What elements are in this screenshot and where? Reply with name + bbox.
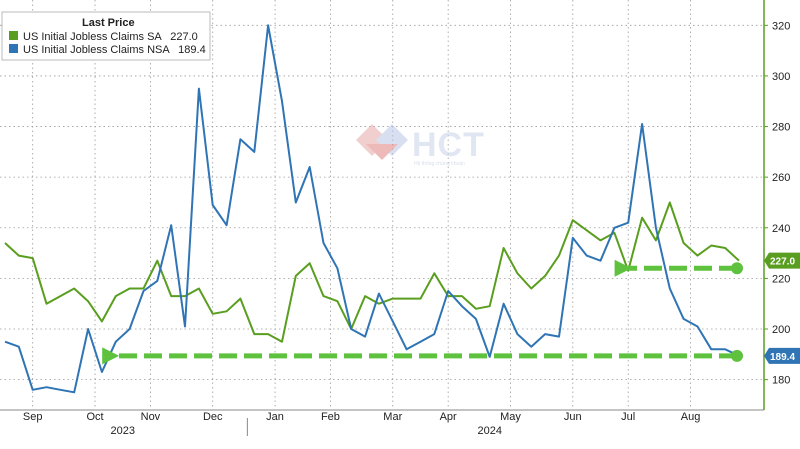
x-year-label-0: 2023: [110, 425, 134, 437]
legend-label-nsa: US Initial Jobless Claims NSA 189.4: [23, 44, 206, 56]
x-tick-label-1: Oct: [86, 411, 103, 423]
x-year-label-1: 2024: [477, 425, 501, 437]
annotation-dot-1: [731, 349, 743, 362]
series-layer: [4, 24, 740, 394]
y-tick-label-5: 280: [772, 122, 790, 134]
badge-text-0: 227.0: [770, 257, 795, 268]
legend-swatch-nsa: [9, 44, 18, 53]
x-tick-label-11: Aug: [681, 411, 701, 423]
legend-name-nsa: US Initial Jobless Claims NSA: [23, 44, 170, 56]
y-tick-label-6: 300: [772, 71, 790, 83]
badge-shape-0: [764, 252, 800, 269]
legend-box: [1, 11, 211, 61]
diamond-logo-icon: [356, 124, 408, 160]
legend-label-sa: US Initial Jobless Claims SA 227.0: [23, 31, 198, 43]
watermark-text: HCT: [412, 126, 485, 164]
legend-name-sa: US Initial Jobless Claims SA: [23, 31, 162, 43]
y-tick-label-3: 240: [772, 223, 790, 235]
badge-shape-1: [764, 347, 800, 364]
series-line-0: [4, 201, 740, 343]
x-axis-ticks: Sep Oct Nov Dec Jan Feb Mar Apr May Jun Jul Aug 2023…: [23, 411, 700, 437]
watermark-logo: HCT Hệ thống chứng khoán: [356, 124, 485, 167]
y-tick-label-7: 320: [772, 20, 790, 32]
x-tick-label-4: Jan: [266, 411, 284, 423]
x-tick-label-5: Feb: [321, 411, 340, 423]
last-value-badge-1: 189.4: [764, 347, 800, 364]
badge-text-1: 189.4: [770, 352, 795, 363]
x-tick-label-6: Mar: [383, 411, 402, 423]
y-tick-label-2: 220: [772, 273, 790, 285]
annotation-layer: [102, 259, 743, 365]
legend-value-sa: 227.0: [170, 31, 198, 43]
y-tick-label-4: 260: [772, 172, 790, 184]
legend-value-nsa: 189.4: [178, 44, 206, 56]
annotation-dot-0: [731, 262, 743, 275]
watermark-subtext: Hệ thống chứng khoán: [414, 161, 465, 167]
x-tick-label-10: Jul: [621, 411, 635, 423]
x-tick-label-9: Jun: [564, 411, 582, 423]
legend-title: Last Price: [82, 17, 135, 29]
x-tick-label-8: May: [500, 411, 521, 423]
series-line-1: [4, 24, 740, 394]
y-axis-ticks: 180 200 220 240 260 280 300 320: [764, 20, 790, 387]
last-value-badges: 227.0 189.4: [764, 252, 800, 364]
x-tick-label-0: Sep: [23, 411, 43, 423]
x-tick-label-2: Nov: [141, 411, 161, 423]
y-tick-label-0: 180: [772, 375, 790, 387]
legend: Last Price US Initial Jobless Claims SA …: [1, 11, 211, 61]
legend-swatch-sa: [9, 31, 18, 40]
x-tick-label-3: Dec: [203, 411, 223, 423]
last-value-badge-0: 227.0: [764, 252, 800, 269]
y-tick-label-1: 200: [772, 324, 790, 336]
x-tick-label-7: Apr: [440, 411, 457, 423]
